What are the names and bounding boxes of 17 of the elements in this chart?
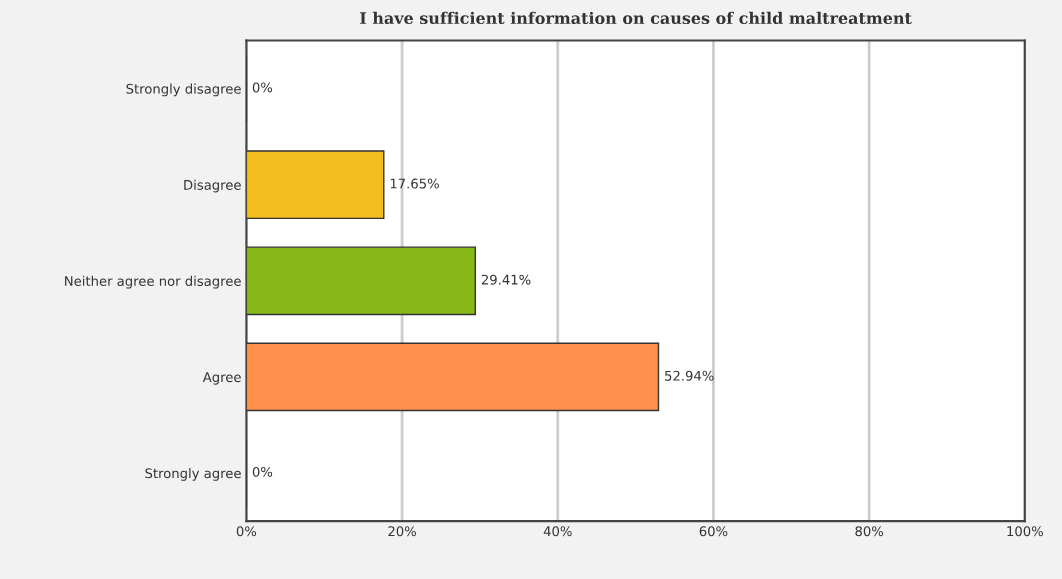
y-tick-label: Agree	[202, 372, 241, 385]
x-tick-label: 40%	[543, 526, 572, 537]
x-tick-label: 0%	[236, 526, 257, 537]
data-label: 0%	[252, 82, 273, 93]
x-tick-label: 80%	[855, 526, 884, 537]
y-tick-label: Disagree	[184, 179, 241, 193]
data-label: 0%	[252, 466, 273, 477]
x-tick-label: 20%	[388, 526, 417, 537]
y-tick-label: Strongly agree	[145, 468, 241, 481]
data-label: 52.94%	[665, 370, 714, 381]
y-tick-label: Neither agree nor disagree	[65, 275, 241, 289]
data-label: 17.65%	[390, 178, 439, 189]
x-tick-label: 100%	[1007, 526, 1043, 537]
y-tick-label: Strongly disagree	[126, 83, 241, 97]
chart-title: I have sufficient information on causes of child maltreatment	[360, 11, 912, 25]
x-tick-label: 60%	[699, 526, 728, 537]
data-label: 29.41%	[481, 274, 531, 285]
